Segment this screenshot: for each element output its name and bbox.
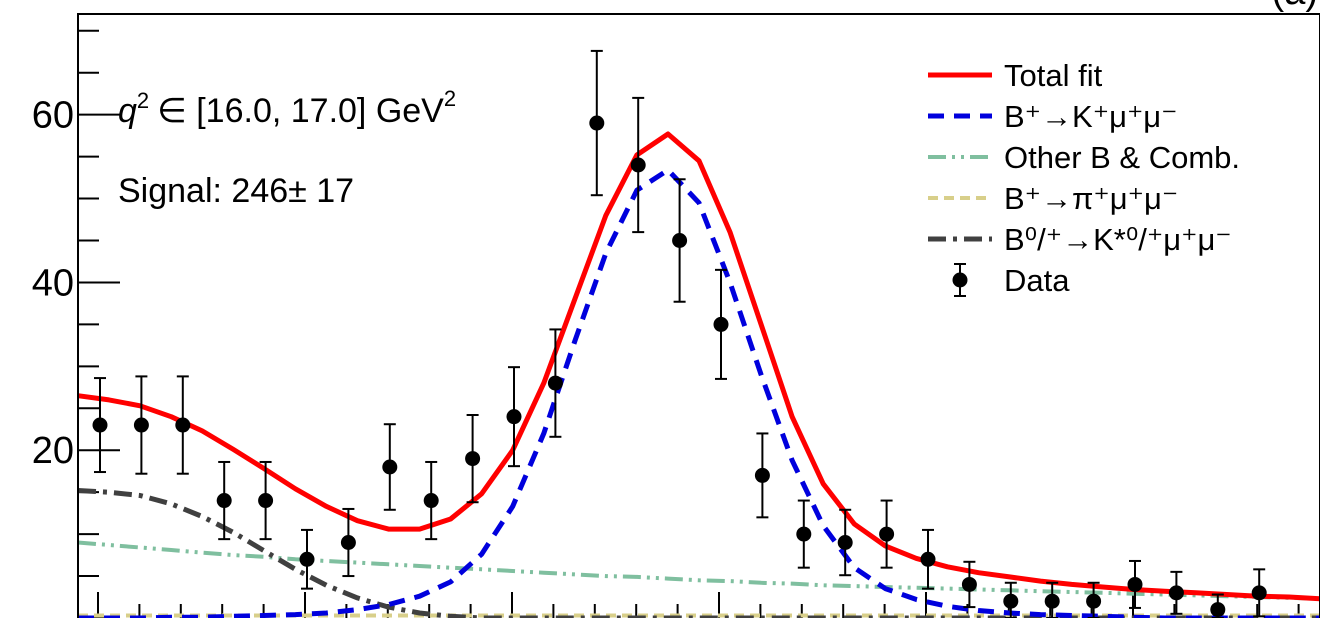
plot-frame xyxy=(77,13,1320,618)
y-tick-label: 40 xyxy=(32,262,74,304)
data-point xyxy=(713,316,729,332)
data-point xyxy=(796,526,812,542)
fit-curves xyxy=(77,131,1320,618)
data-point xyxy=(258,493,274,509)
data-point xyxy=(1044,593,1060,609)
data-point xyxy=(92,417,108,433)
q2-unit-exponent: 2 xyxy=(444,86,456,111)
data-point xyxy=(506,409,522,425)
data-point xyxy=(837,535,853,550)
data-point xyxy=(1003,593,1019,609)
q2-exponent: 2 xyxy=(137,88,149,113)
data-points xyxy=(92,49,1267,618)
data-point xyxy=(175,417,191,433)
data-point xyxy=(1168,585,1184,601)
data-point xyxy=(1086,593,1102,609)
curve-kstar xyxy=(77,488,1320,618)
data-point xyxy=(589,115,605,131)
data-point xyxy=(920,551,936,567)
legend-label-data: Data xyxy=(1004,263,1070,298)
data-point xyxy=(382,459,398,475)
legend-label-signal: B⁺→K⁺μ⁺μ⁻ xyxy=(1004,99,1178,134)
q2-symbol: q xyxy=(118,92,137,130)
data-point xyxy=(133,417,149,433)
data-point xyxy=(340,535,356,550)
curve-other xyxy=(77,540,1320,601)
data-point xyxy=(299,551,315,567)
y-tick-label: 60 xyxy=(32,95,74,137)
signal-yield: Signal: 246± 17 xyxy=(118,172,354,210)
data-point xyxy=(465,451,481,467)
legend-label-total: Total fit xyxy=(1004,58,1103,93)
q2-range: ∈ [16.0, 17.0] GeV xyxy=(157,92,444,130)
data-point xyxy=(672,233,688,248)
y-tick-label: 20 xyxy=(32,430,74,472)
legend-label-kstar: B⁰/⁺→K*⁰/⁺μ⁺μ⁻ xyxy=(1004,222,1232,257)
curve-signal xyxy=(78,167,1320,618)
data-point xyxy=(216,493,232,509)
data-point xyxy=(630,157,646,173)
data-point xyxy=(547,375,563,391)
data-point xyxy=(1127,576,1143,592)
legend-label-other: Other B & Comb. xyxy=(1004,140,1240,175)
legend-marker-point xyxy=(952,272,968,288)
data-point xyxy=(423,493,439,509)
axis-ticks: 20 40 60 xyxy=(32,29,1300,618)
corner-label: (a) xyxy=(1272,0,1318,13)
data-point xyxy=(1251,585,1267,601)
data-point xyxy=(961,576,977,592)
q2-annotation: q2 ∈ [16.0, 17.0] GeV2 xyxy=(118,86,456,130)
curve-total xyxy=(77,131,1320,602)
data-point xyxy=(1210,602,1226,618)
legend-label-pi: B⁺→π⁺μ⁺μ⁻ xyxy=(1004,181,1178,216)
data-point xyxy=(879,526,895,542)
data-point xyxy=(754,467,770,483)
legend: Total fit B⁺→K⁺μ⁺μ⁻ Other B & Comb. B⁺→π⁺μ⁺… xyxy=(928,58,1240,298)
